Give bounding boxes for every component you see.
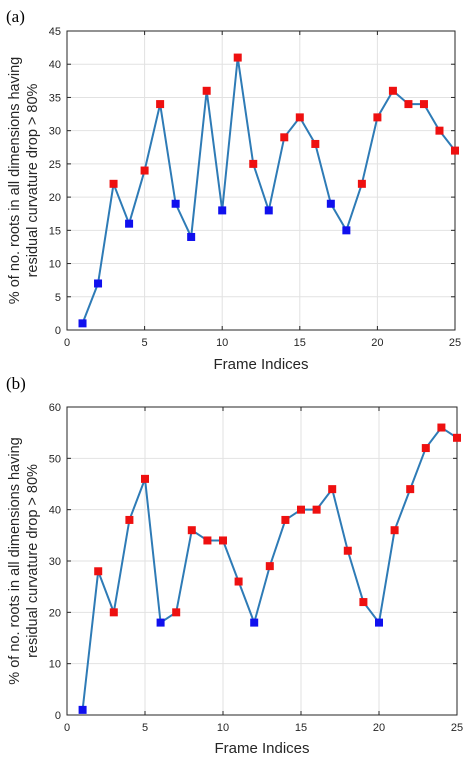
panel-a-xtick-label: 0 <box>64 337 70 349</box>
panel-a-ytick-label: 25 <box>49 159 61 171</box>
panel-a-data-point <box>295 113 304 122</box>
panel-b-data-point <box>94 567 103 576</box>
panel-b-xtick-label: 25 <box>451 722 463 734</box>
panel-a-data-point <box>404 100 413 109</box>
panel-b-data-point <box>328 485 337 494</box>
panel-a-data-point <box>94 279 103 288</box>
panel-a-data-point <box>233 53 242 62</box>
panel-a-axes-box <box>66 30 456 331</box>
panel-a-data-point <box>140 166 149 175</box>
panel-a-ylabel-line2: residual curvature drop > 80% <box>25 83 41 277</box>
panel-a-data-point <box>249 159 258 168</box>
panel-b-xtick-label: 0 <box>64 722 70 734</box>
panel-a-xtick-label: 20 <box>371 337 383 349</box>
panel-a-xlabel: Frame Indices <box>213 356 308 373</box>
panel-b-data-point <box>219 536 227 545</box>
panel-b-data-point <box>406 485 415 494</box>
panel-b-ytick-label: 50 <box>49 453 61 465</box>
panel-b-xtick-label: 20 <box>373 722 385 734</box>
panel-b-data-point <box>421 444 430 453</box>
panel-a-data-point <box>435 126 444 135</box>
panel-a-data-point <box>373 113 382 122</box>
panel-b-ytick-label: 30 <box>49 556 61 568</box>
panel-b-data-point <box>265 562 274 571</box>
panel-b-xlabel: Frame Indices <box>214 740 309 757</box>
panel-a-data-point <box>326 199 335 208</box>
panel-b-data-point <box>187 526 196 535</box>
panel-b-data-point <box>359 598 368 607</box>
panel-b-data-point <box>437 423 446 432</box>
panel-b-data-point <box>156 618 165 627</box>
panel-a-xtick-label: 10 <box>216 337 228 349</box>
panel-a-data-point <box>171 199 180 208</box>
panel-b-data-point <box>250 618 259 627</box>
panel-a-xtick-label: 15 <box>294 337 306 349</box>
panel-b-data-point <box>343 546 352 555</box>
panel-b-data-point <box>172 608 181 617</box>
panel-a-data-point <box>264 206 273 215</box>
panel-a-data-point <box>125 219 134 228</box>
panel-a-ytick-label: 5 <box>55 292 61 304</box>
panel-b-ytick-label: 0 <box>55 710 61 722</box>
panel-a-data-point <box>156 100 165 109</box>
panel-b-data-point <box>78 705 87 714</box>
panel-b-data-point <box>125 515 134 524</box>
panel-b-xtick-label: 10 <box>217 722 229 734</box>
panel-b-ytick-label: 40 <box>49 505 61 517</box>
panel-b-ylabel-line2: residual curvature drop > 80% <box>25 464 41 658</box>
panel-a-data-point <box>202 86 211 95</box>
panel-b-data-point <box>375 618 383 627</box>
panel-b-data-point <box>390 526 399 535</box>
panel-a-ytick-label: 40 <box>49 59 61 71</box>
panel-a-ytick-label: 30 <box>49 126 61 138</box>
panel-b-ytick-label: 10 <box>49 659 61 671</box>
panel-a-ylabel-line1: % of no. roots in all dimensions having <box>7 57 23 304</box>
panel-a-data-point <box>342 226 351 235</box>
panel-b-ylabel-line1: % of no. roots in all dimensions having <box>7 437 23 684</box>
panel-a-ytick-label: 10 <box>49 259 61 271</box>
panel-a-data-point <box>419 100 428 109</box>
panel-a-data-point <box>187 232 196 241</box>
panel-b-label: (b) <box>6 374 26 393</box>
panel-a-data-point <box>218 206 227 215</box>
panel-b-data-point <box>109 608 118 617</box>
panel-a-data-point <box>109 179 118 188</box>
panel-a-xtick-label: 5 <box>142 337 148 349</box>
panel-b-data-point <box>234 577 243 586</box>
panel-a-data-point <box>451 146 459 155</box>
panel-b-data-point <box>453 433 461 442</box>
panel-a-data-point <box>78 319 87 328</box>
panel-a-label: (a) <box>6 7 25 26</box>
panel-a-data-point <box>388 86 397 95</box>
panel-a-xtick-label: 25 <box>449 337 461 349</box>
panel-b-xtick-label: 5 <box>142 722 148 734</box>
panel-a-ytick-label: 35 <box>49 92 61 104</box>
panel-b-data-point <box>297 505 305 514</box>
panel-b-data-point <box>203 536 212 545</box>
panel-a-data-point <box>280 133 289 142</box>
panel-b-ytick-label: 20 <box>49 607 61 619</box>
panel-a-ytick-label: 15 <box>49 225 61 237</box>
panel-a-ytick-label: 20 <box>49 192 61 204</box>
panel-b-data-point <box>312 505 321 514</box>
panel-b-data-point <box>281 515 290 524</box>
panel-b-ytick-label: 60 <box>49 402 61 414</box>
panel-a-data-point <box>311 139 320 148</box>
panel-a-ytick-label: 45 <box>49 26 61 38</box>
panel-a-ytick-label: 0 <box>55 325 61 337</box>
panel-a-data-point <box>357 179 366 188</box>
panel-b-data-point <box>141 474 149 483</box>
panel-b-xtick-label: 15 <box>295 722 307 734</box>
